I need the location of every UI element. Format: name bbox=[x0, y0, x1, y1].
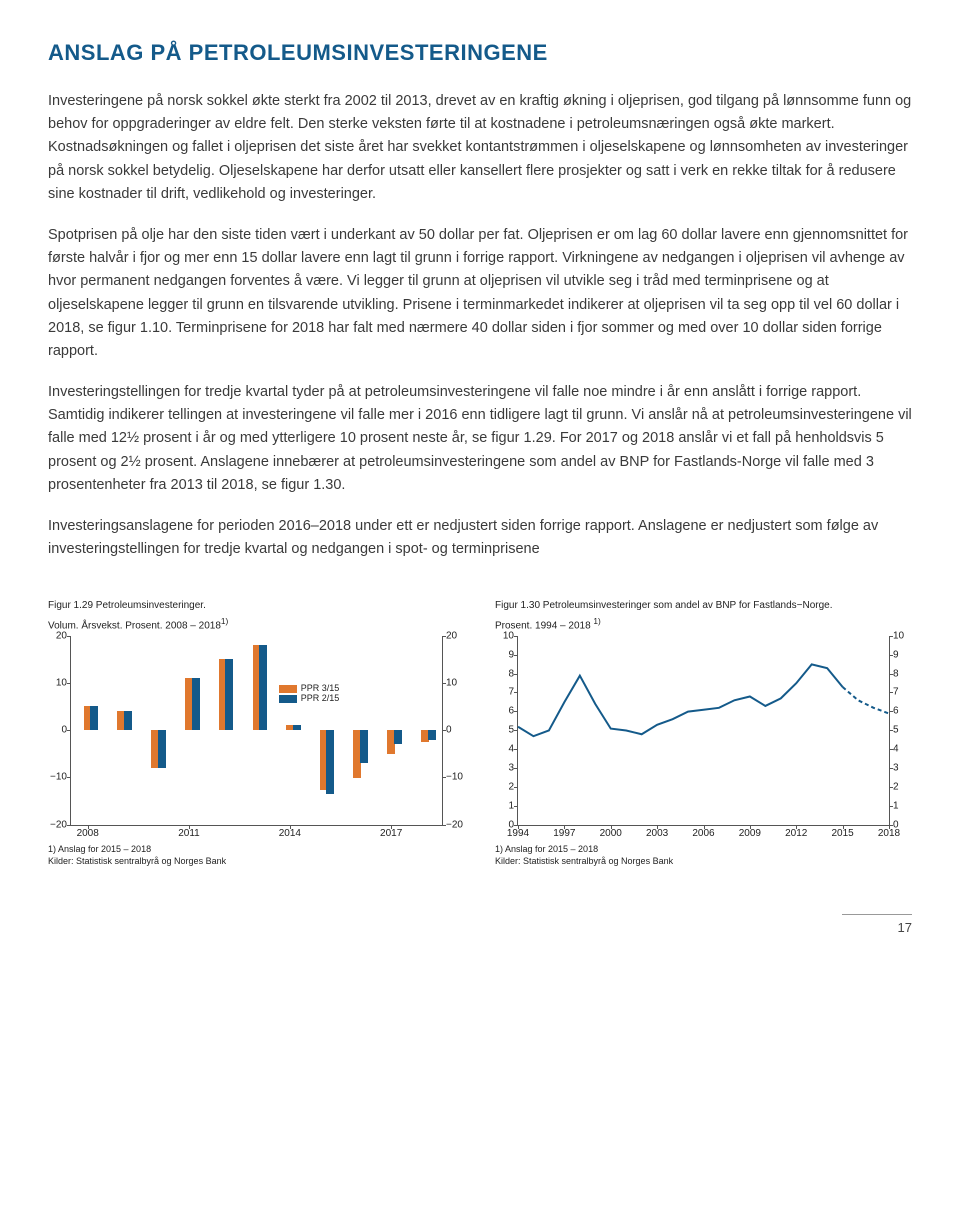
chart-1-ytick-label: 10 bbox=[49, 677, 67, 688]
chart-2-ytick-label: 5 bbox=[496, 725, 514, 736]
chart-2-ytick-label: 8 bbox=[893, 668, 911, 679]
chart-1-bar bbox=[394, 730, 402, 744]
chart-1-bar bbox=[192, 678, 200, 730]
chart-2-xtick-label: 1994 bbox=[507, 828, 529, 839]
chart-1-title-1: Figur 1.29 Petroleumsinvesteringer. bbox=[48, 599, 465, 612]
chart-1-bar bbox=[293, 725, 301, 730]
chart-1-ytick-label: 20 bbox=[49, 630, 67, 641]
chart-1-bar bbox=[124, 711, 132, 730]
chart-1-bar bbox=[158, 730, 166, 768]
chart-2-plot: 0011223344556677889910101994199720002003… bbox=[517, 636, 890, 826]
paragraph-1: Investeringene på norsk sokkel økte ster… bbox=[48, 90, 912, 206]
chart-2-ytick-label: 7 bbox=[496, 687, 514, 698]
chart-2-ytick-label: 9 bbox=[496, 649, 514, 660]
chart-2-line bbox=[518, 636, 889, 825]
chart-2-ytick-label: 4 bbox=[893, 744, 911, 755]
chart-2-xtick-label: 2003 bbox=[646, 828, 668, 839]
chart-1-box: Figur 1.29 Petroleumsinvesteringer. Volu… bbox=[48, 599, 465, 865]
chart-2-ytick-label: 8 bbox=[496, 668, 514, 679]
chart-2-ytick-label: 1 bbox=[496, 800, 514, 811]
chart-2-xtick-label: 2015 bbox=[832, 828, 854, 839]
paragraph-3: Investeringstellingen for tredje kvartal… bbox=[48, 381, 912, 497]
chart-1-bar bbox=[90, 706, 98, 730]
chart-2-ytick-label: 6 bbox=[496, 706, 514, 717]
chart-1-ytick-label: −20 bbox=[446, 819, 464, 830]
chart-2-xtick-label: 2012 bbox=[785, 828, 807, 839]
chart-1-ytick-label: −10 bbox=[446, 772, 464, 783]
chart-2-xtick-label: 2009 bbox=[739, 828, 761, 839]
chart-2-title-2: Prosent. 1994 – 2018 1) bbox=[495, 616, 912, 631]
chart-2-title-1: Figur 1.30 Petroleumsinvesteringer som a… bbox=[495, 599, 912, 612]
chart-1-bar bbox=[360, 730, 368, 763]
chart-1-ytick-label: 0 bbox=[49, 725, 67, 736]
chart-2-ytick-label: 10 bbox=[893, 630, 911, 641]
chart-1-ytick-label: −10 bbox=[49, 772, 67, 783]
chart-2-xtick-label: 2000 bbox=[600, 828, 622, 839]
chart-2-footnote-2: Kilder: Statistisk sentralbyrå og Norges… bbox=[495, 856, 912, 866]
chart-2-xtick-label: 2006 bbox=[692, 828, 714, 839]
chart-1-ytick-label: −20 bbox=[49, 819, 67, 830]
chart-1-bar bbox=[259, 645, 267, 731]
chart-1-bar bbox=[225, 659, 233, 730]
chart-2-xtick-label: 1997 bbox=[553, 828, 575, 839]
charts-row: Figur 1.29 Petroleumsinvesteringer. Volu… bbox=[48, 599, 912, 865]
chart-1-footnote-1: 1) Anslag for 2015 – 2018 bbox=[48, 844, 465, 854]
chart-2-ytick-label: 2 bbox=[496, 781, 514, 792]
chart-1-bar bbox=[326, 730, 334, 794]
paragraph-2: Spotprisen på olje har den siste tiden v… bbox=[48, 224, 912, 363]
chart-1-bar bbox=[428, 730, 436, 740]
chart-1-title-2: Volum. Årsvekst. Prosent. 2008 – 20181) bbox=[48, 616, 465, 631]
chart-1-ytick-label: 0 bbox=[446, 725, 464, 736]
chart-2-ytick-label: 4 bbox=[496, 744, 514, 755]
chart-1-ytick-label: 20 bbox=[446, 630, 464, 641]
chart-1-legend: PPR 3/15 PPR 2/15 bbox=[279, 683, 340, 703]
chart-2-ytick-label: 10 bbox=[496, 630, 514, 641]
chart-2-ytick-label: 6 bbox=[893, 706, 911, 717]
chart-2-xtick-label: 2018 bbox=[878, 828, 900, 839]
chart-1-xtick-label: 2008 bbox=[77, 828, 99, 839]
chart-1-xtick-label: 2014 bbox=[279, 828, 301, 839]
paragraph-4: Investeringsanslagene for perioden 2016–… bbox=[48, 515, 912, 561]
page-heading: ANSLAG PÅ PETROLEUMSINVESTERINGENE bbox=[48, 40, 912, 66]
chart-2-box: Figur 1.30 Petroleumsinvesteringer som a… bbox=[495, 599, 912, 865]
chart-1-xtick-label: 2011 bbox=[178, 828, 200, 839]
chart-1-ytick-label: 10 bbox=[446, 677, 464, 688]
chart-2-ytick-label: 9 bbox=[893, 649, 911, 660]
chart-1-plot: PPR 3/15 PPR 2/15 −20−20−10−100010102020… bbox=[70, 636, 443, 826]
chart-2-ytick-label: 2 bbox=[893, 781, 911, 792]
chart-2-ytick-label: 3 bbox=[893, 763, 911, 774]
chart-2-ytick-label: 7 bbox=[893, 687, 911, 698]
chart-1-xtick-label: 2017 bbox=[380, 828, 402, 839]
chart-2-ytick-label: 5 bbox=[893, 725, 911, 736]
chart-1-footnote-2: Kilder: Statistisk sentralbyrå og Norges… bbox=[48, 856, 465, 866]
chart-2-ytick-label: 3 bbox=[496, 763, 514, 774]
chart-2-footnote-1: 1) Anslag for 2015 – 2018 bbox=[495, 844, 912, 854]
page-number: 17 bbox=[48, 914, 912, 935]
chart-2-ytick-label: 1 bbox=[893, 800, 911, 811]
